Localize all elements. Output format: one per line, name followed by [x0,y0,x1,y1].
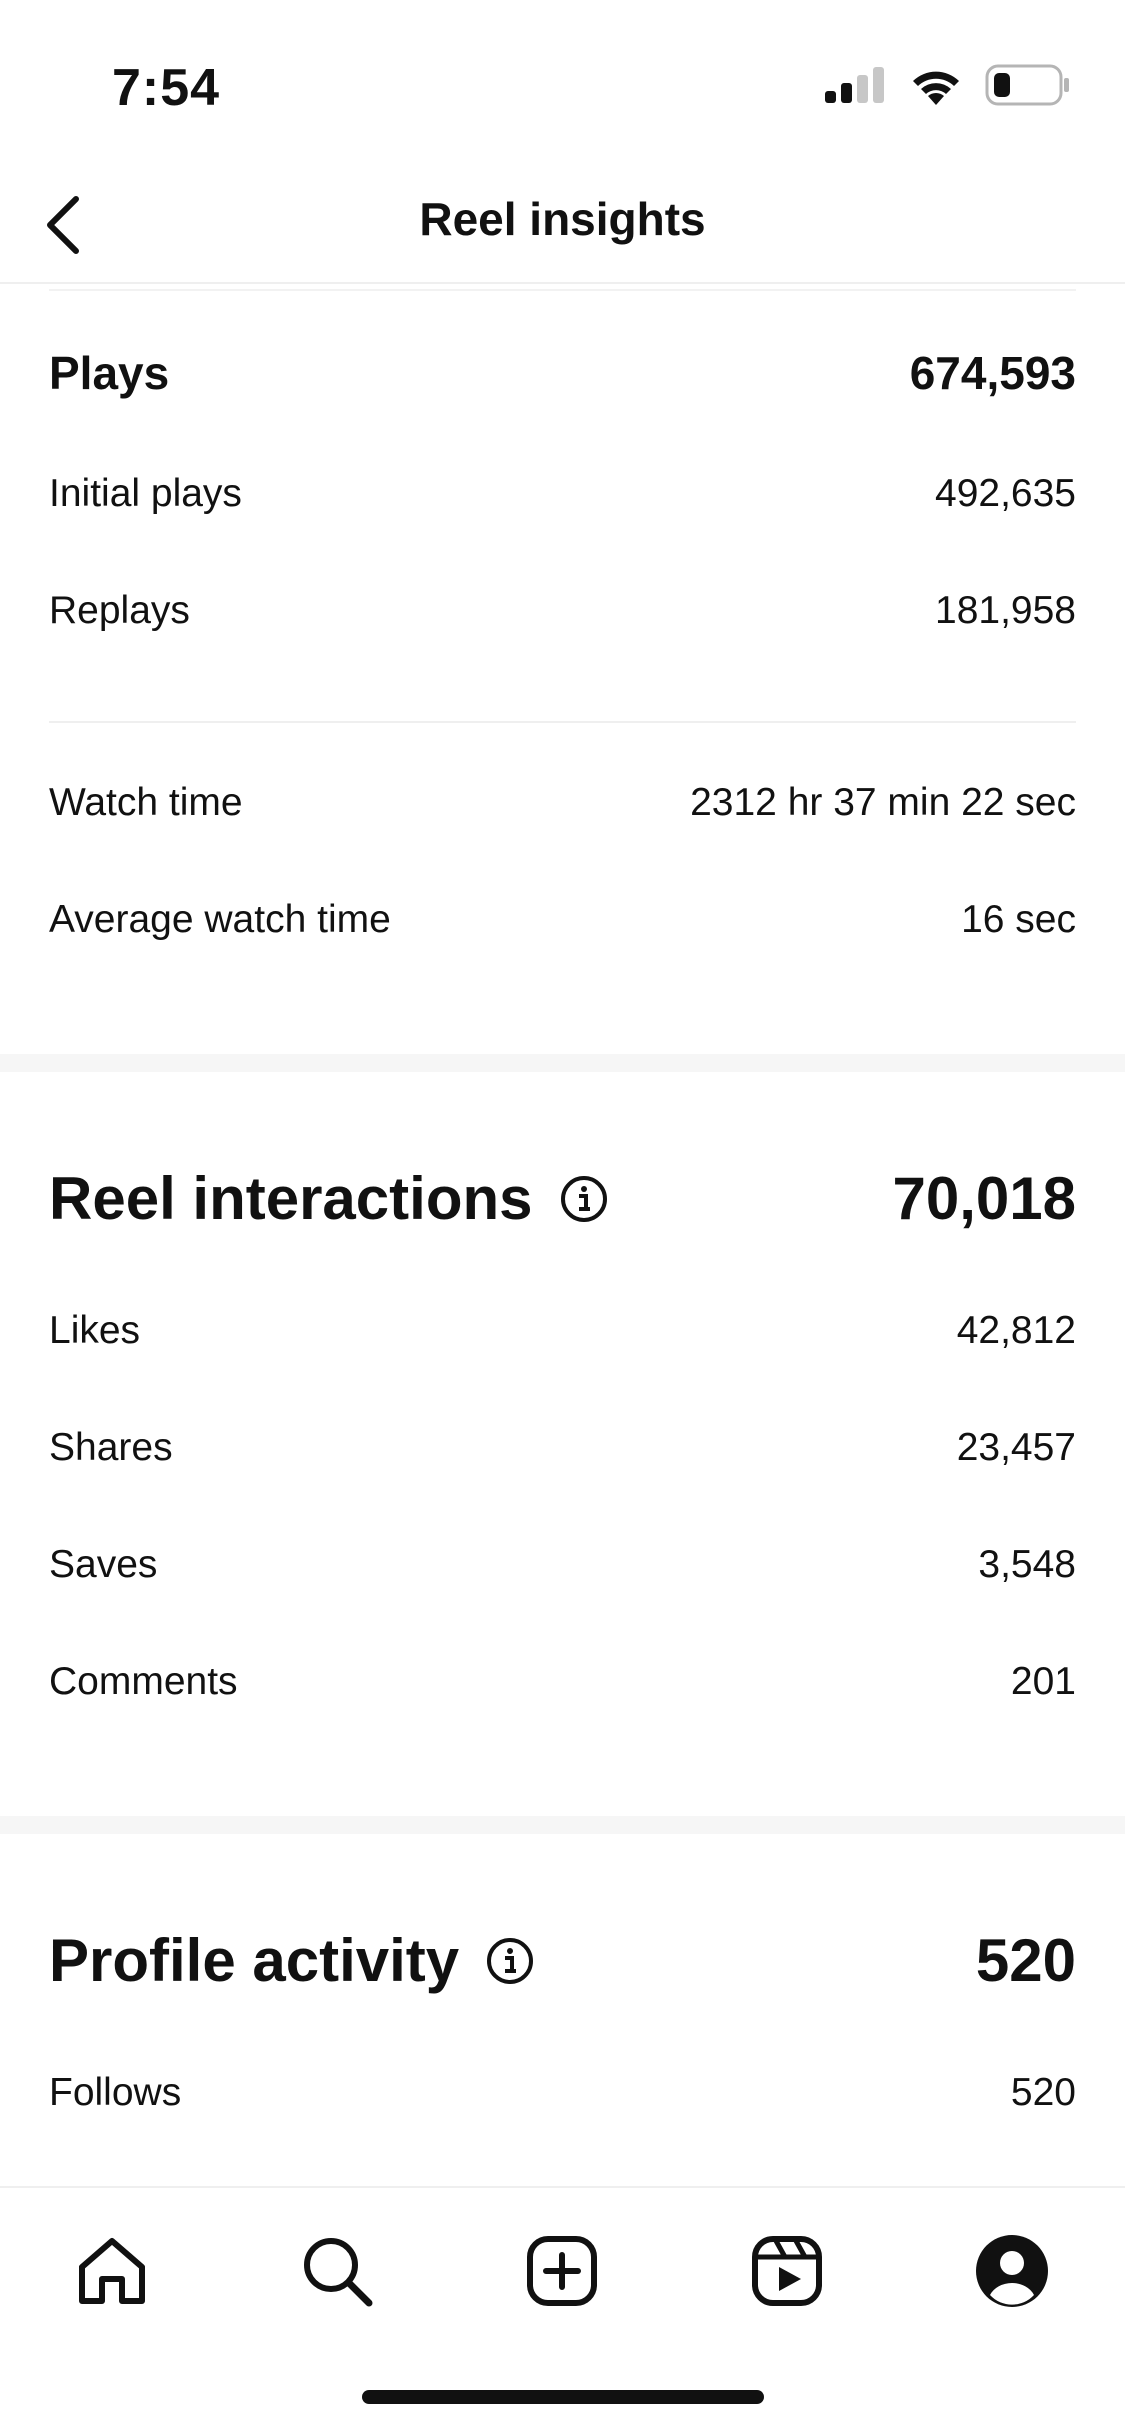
profile-activity-label: Profile activity [49,1927,460,1994]
metric-value: 2312 hr 37 min 22 sec [690,781,1076,824]
section-separator [0,1816,1125,1834]
home-icon [74,2233,150,2314]
profile-activity-summary-row: Profile activity 520 [49,1926,1076,1995]
search-icon [299,2233,375,2314]
metric-label: Likes [49,1309,141,1352]
metric-value: 23,457 [956,1426,1076,1469]
status-icons [825,64,1071,111]
metric-row-follows: Follows 520 [49,2071,1076,2115]
chevron-left-icon [42,195,82,260]
metric-value: 492,635 [935,472,1076,515]
profile-activity-total: 520 [975,1927,1076,1994]
cellular-signal-icon [825,67,887,108]
plays-total: 674,593 [909,347,1076,399]
plays-summary-row: Plays 674,593 [49,346,1076,400]
metric-row-comments: Comments 201 [49,1660,1076,1704]
metric-label: Saves [49,1543,158,1586]
metric-label: Replays [49,589,190,632]
metric-row-saves: Saves 3,548 [49,1543,1076,1587]
nav-header: Reel insights [0,170,1125,284]
status-bar: 7:54 [0,0,1125,170]
reel-interactions-total: 70,018 [892,1165,1076,1232]
metric-value: 16 sec [961,898,1076,941]
metric-label: Watch time [49,781,243,824]
info-icon[interactable] [485,1936,535,1986]
metric-row-replays: Replays 181,958 [49,589,1076,633]
metric-value: 201 [1010,1660,1076,1703]
info-icon[interactable] [559,1174,609,1224]
reel-interactions-label: Reel interactions [49,1165,533,1232]
page-title: Reel insights [419,193,706,245]
metric-label: Initial plays [49,472,242,515]
metric-row-average-watch-time: Average watch time 16 sec [49,898,1076,942]
divider [49,721,1076,723]
insights-content[interactable]: Plays 674,593 Initial plays 492,635 Repl… [0,286,1125,2186]
divider [49,289,1076,291]
status-time: 7:54 [112,59,221,117]
metric-value: 42,812 [956,1309,1076,1352]
reels-icon [749,2233,825,2314]
home-indicator [362,2390,764,2404]
back-button[interactable] [22,182,102,272]
profile-icon [974,2233,1050,2314]
reel-interactions-heading: Reel interactions [49,1164,609,1233]
tab-create[interactable] [517,2228,607,2318]
battery-icon [985,64,1071,111]
metric-row-shares: Shares 23,457 [49,1426,1076,1470]
metric-row-likes: Likes 42,812 [49,1309,1076,1353]
tab-profile[interactable] [967,2228,1057,2318]
tab-search[interactable] [292,2228,382,2318]
metric-row-initial-plays: Initial plays 492,635 [49,472,1076,516]
reel-interactions-summary-row: Reel interactions 70,018 [49,1164,1076,1233]
wifi-icon [909,65,963,110]
metric-label: Shares [49,1426,173,1469]
metric-value: 3,548 [978,1543,1076,1586]
metric-value: 181,958 [935,589,1076,632]
tab-reels[interactable] [742,2228,832,2318]
metric-label: Average watch time [49,898,391,941]
metric-row-watch-time: Watch time 2312 hr 37 min 22 sec [49,781,1076,825]
profile-activity-heading: Profile activity [49,1926,535,1995]
create-icon [524,2233,600,2314]
section-separator [0,1054,1125,1072]
metric-label: Comments [49,1660,238,1703]
plays-label: Plays [49,347,170,399]
tab-home[interactable] [67,2228,157,2318]
metric-value: 520 [1010,2071,1076,2114]
metric-label: Follows [49,2071,182,2114]
